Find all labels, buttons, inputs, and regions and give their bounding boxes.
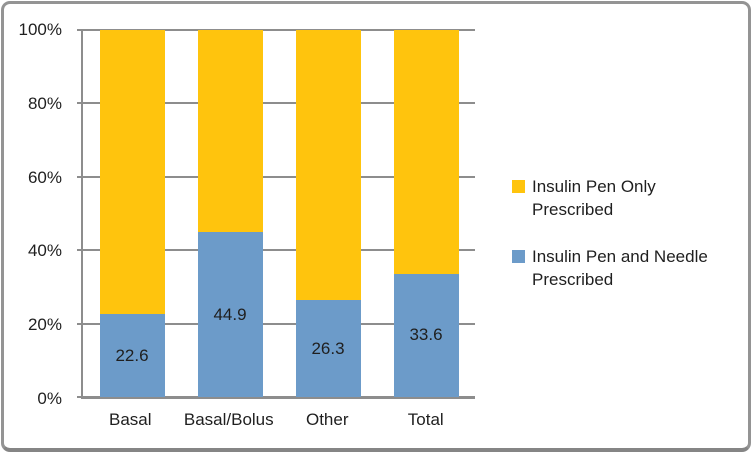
segment-pen-and-needle: 26.3	[295, 300, 361, 397]
gridline	[77, 102, 475, 105]
legend-label: Insulin Pen and Needle Prescribed	[532, 247, 708, 289]
x-category-label: Basal/Bolus	[183, 410, 274, 429]
segment-pen-only	[197, 30, 263, 233]
legend: Insulin Pen Only Prescribed Insulin Pen a…	[512, 175, 734, 315]
segment-pen-only	[295, 30, 361, 301]
segment-pen-and-needle: 22.6	[99, 314, 165, 397]
gridlines	[77, 29, 475, 398]
y-tick-label: 20%	[27, 315, 62, 335]
data-label: 26.3	[311, 338, 345, 358]
x-axis: Basal Basal/Bolus Other Total	[81, 410, 475, 430]
bars: 22.6 44.9 26.3 33.6	[83, 30, 475, 397]
bar-slot: 22.6	[83, 30, 181, 397]
x-category-label: Total	[407, 410, 444, 429]
gridline	[77, 249, 475, 252]
stacked-bar: 33.6	[393, 30, 459, 397]
data-label: 44.9	[213, 304, 247, 324]
stacked-bar: 26.3	[295, 30, 361, 397]
segment-pen-and-needle: 33.6	[393, 273, 459, 397]
bar-slot: 26.3	[279, 30, 377, 397]
gridline	[77, 175, 475, 178]
bar-slot: 44.9	[181, 30, 279, 397]
segment-pen-and-needle: 44.9	[197, 232, 263, 397]
plot-area: 22.6 44.9 26.3 33.6	[77, 29, 475, 399]
y-tick-label: 80%	[27, 93, 62, 113]
stacked-bar: 44.9	[197, 30, 263, 397]
bar-slot: 33.6	[377, 30, 475, 397]
y-tick-label: 60%	[27, 167, 62, 187]
segment-pen-only	[99, 30, 165, 315]
segment-pen-only	[393, 30, 459, 274]
x-category-label: Basal	[108, 410, 152, 429]
gridline	[77, 396, 475, 398]
legend-swatch-icon	[512, 250, 525, 263]
stacked-bar: 22.6	[99, 30, 165, 397]
legend-item: Insulin Pen Only Prescribed	[512, 175, 734, 221]
data-label: 33.6	[409, 325, 443, 345]
y-tick-label: 100%	[18, 20, 62, 39]
y-tick-label: 0%	[37, 389, 62, 408]
gridline	[77, 322, 475, 325]
legend-item: Insulin Pen and Needle Prescribed	[512, 245, 734, 291]
gridline	[77, 29, 475, 31]
legend-swatch-icon	[512, 180, 525, 193]
data-label: 22.6	[115, 345, 149, 365]
x-category-label: Other	[305, 410, 349, 429]
y-tick-label: 40%	[27, 241, 62, 261]
y-axis: 100% 80% 60% 40% 20% 0%	[4, 20, 62, 408]
legend-label: Insulin Pen Only Prescribed	[532, 177, 656, 219]
